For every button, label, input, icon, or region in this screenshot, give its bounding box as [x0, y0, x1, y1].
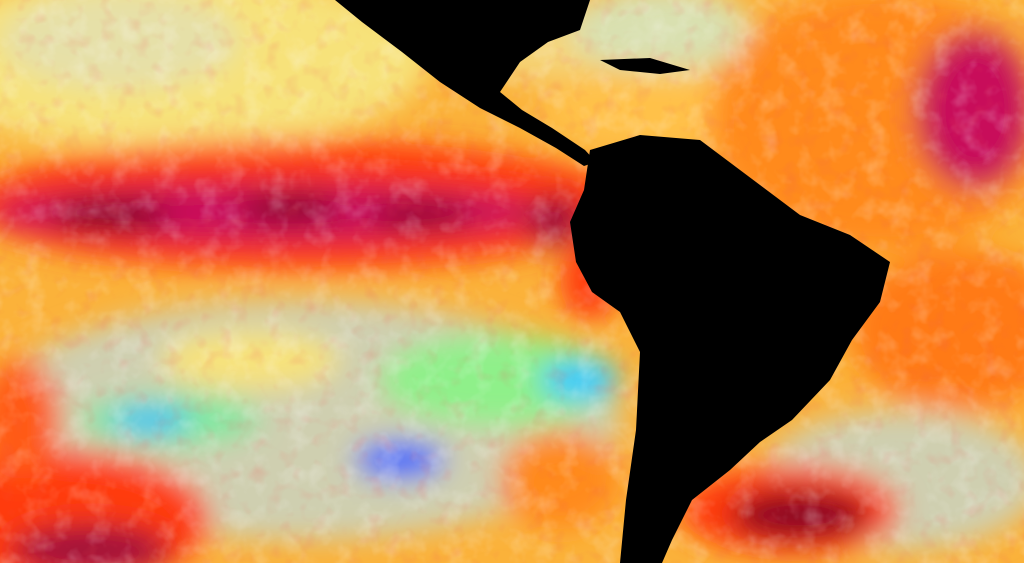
- land: [335, 0, 890, 563]
- florida-gulf: [455, 0, 520, 30]
- north-central-america: [335, 0, 596, 166]
- south-america: [570, 135, 890, 563]
- cuba: [600, 58, 690, 74]
